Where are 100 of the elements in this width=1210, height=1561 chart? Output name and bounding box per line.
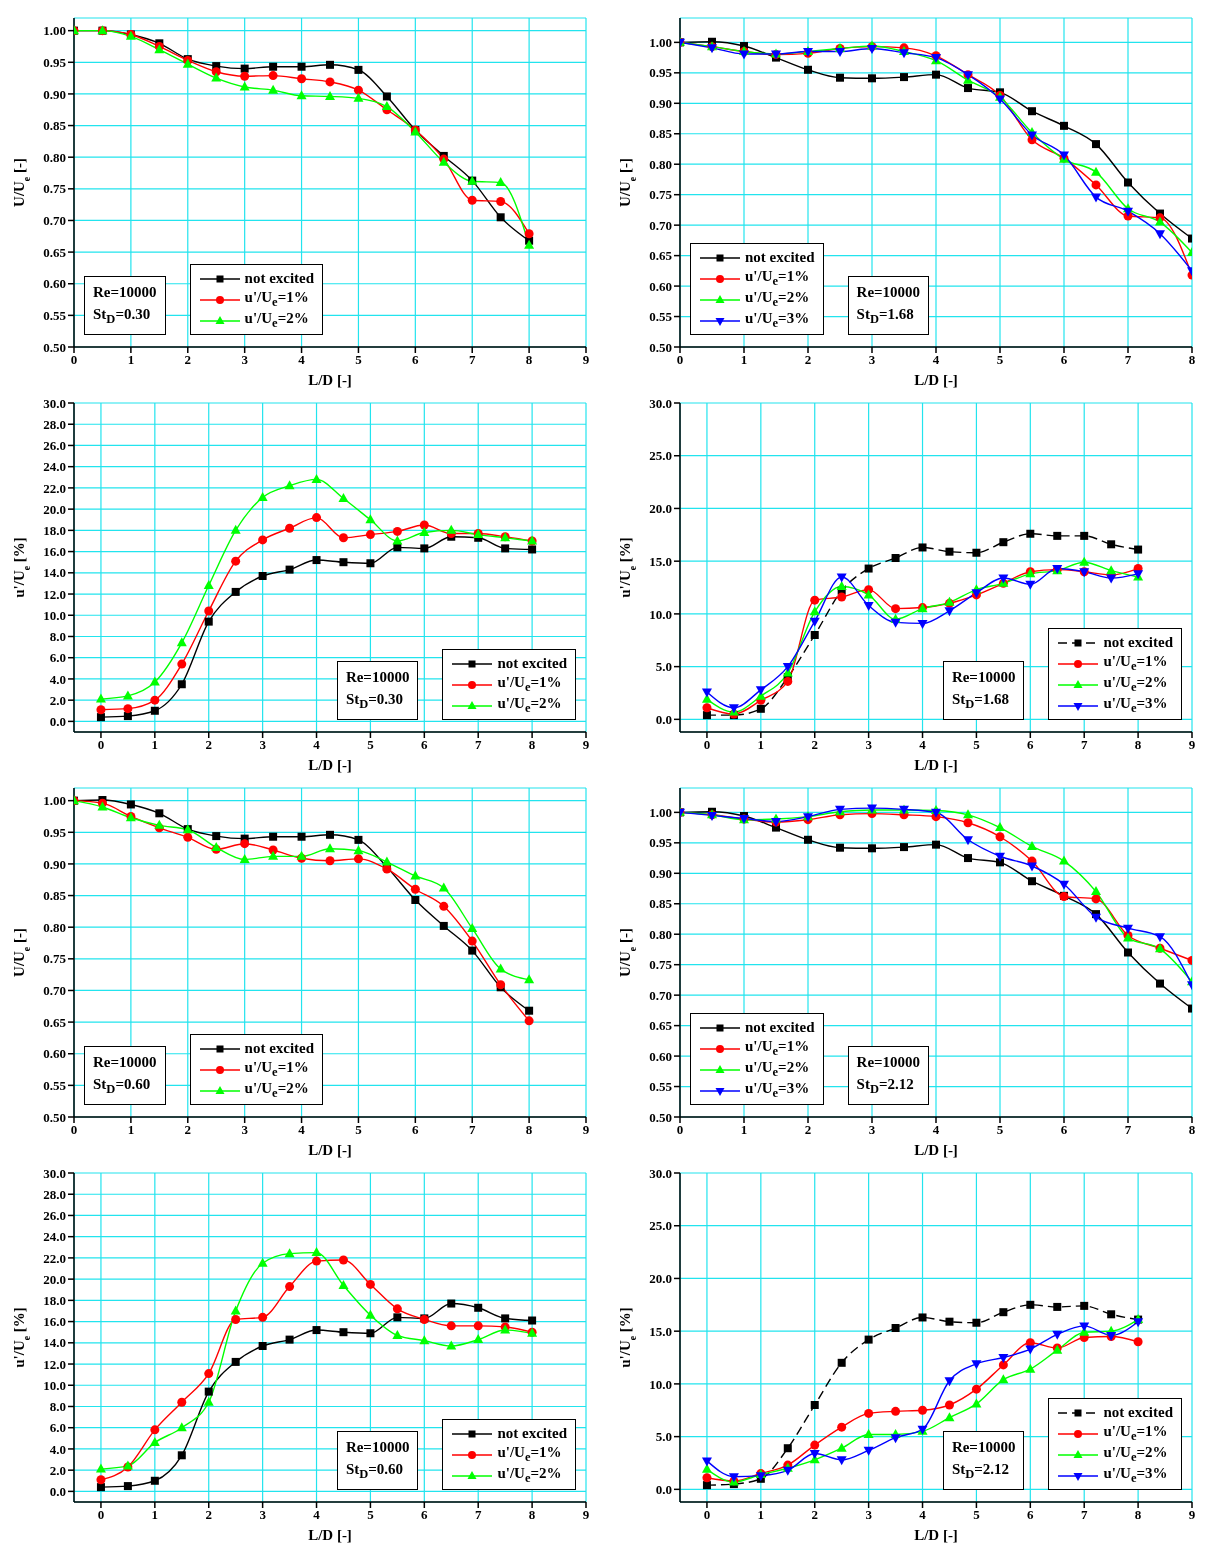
y-tick-label: 25.0 [649, 1218, 672, 1234]
annotation: Re=10000 [951, 1438, 1016, 1457]
x-tick-label: 8 [525, 1122, 533, 1138]
annotation: St$_{D}$=0.60 [345, 1460, 405, 1483]
x-tick-label: 3 [868, 352, 876, 368]
annotation: Re=10000 [93, 1053, 157, 1072]
y-tick-label: 0.80 [649, 156, 672, 172]
y-tick-label: 0.95 [649, 65, 673, 81]
x-tick-label: 6 [1027, 1507, 1035, 1523]
x-tick-label: 5 [996, 352, 1004, 368]
y-tick-label: 6.0 [49, 650, 66, 666]
x-tick-label: 0 [70, 1122, 78, 1138]
x-tick-label: 6 [1060, 352, 1068, 368]
y-tick-label: 0.70 [649, 987, 672, 1003]
y-tick-label: 20.0 [649, 1271, 672, 1287]
y-tick-label: 15.0 [649, 1323, 672, 1339]
y-tick-label: 0.80 [649, 926, 672, 942]
y-tick-label: 30.0 [649, 1165, 672, 1181]
x-tick-label: 6 [412, 1122, 420, 1138]
y-tick-label: 12.0 [43, 1356, 66, 1372]
x-tick-label: 4 [932, 1122, 940, 1138]
y-tick-label: 4.0 [49, 671, 66, 687]
x-tick-label: 0 [70, 352, 78, 368]
x-tick-label: 6 [1027, 737, 1035, 753]
x-tick-label: 8 [528, 737, 536, 753]
x-tick-label: 0 [703, 1507, 711, 1523]
x-tick-label: 8 [525, 352, 533, 368]
x-tick-label: 9 [1188, 1507, 1196, 1523]
legend-label: u'/U$_{e}$=1% [1103, 653, 1168, 674]
x-tick-label: 1 [757, 737, 765, 753]
y-tick-label: 0.55 [43, 1077, 67, 1093]
x-tick-label: 2 [811, 1507, 818, 1523]
y-tick-label: 0.55 [649, 309, 673, 325]
x-tick-label: 2 [804, 1122, 812, 1138]
x-tick-label: 7 [1124, 1122, 1132, 1138]
y-tick-label: 8.0 [49, 1399, 66, 1415]
y-tick-label: 0.70 [649, 217, 672, 233]
y-tick-label: 4.0 [49, 1441, 66, 1457]
y-tick-label: 0.75 [43, 951, 67, 967]
x-tick-label: 7 [474, 737, 482, 753]
y-tick-label: 1.00 [43, 793, 66, 809]
y-tick-label: 0.70 [43, 983, 66, 999]
x-axis-title: L/D [-] [914, 1142, 958, 1158]
x-tick-label: 1 [127, 1122, 135, 1138]
y-tick-label: 0.90 [649, 865, 672, 881]
x-tick-label: 0 [97, 1507, 105, 1523]
y-tick-label: 0.50 [43, 339, 66, 355]
x-tick-label: 3 [241, 1122, 249, 1138]
x-tick-label: 9 [582, 352, 590, 368]
y-tick-label: 0.90 [43, 856, 66, 872]
annotation: Re=10000 [951, 668, 1016, 687]
x-tick-label: 9 [582, 1122, 590, 1138]
y-tick-label: 26.0 [43, 438, 66, 454]
x-axis-title: L/D [-] [308, 1527, 352, 1543]
x-tick-label: 7 [468, 352, 476, 368]
legend-label: u'/U$_{e}$=3% [1103, 1465, 1168, 1486]
x-tick-label: 7 [468, 1122, 476, 1138]
y-tick-label: 24.0 [43, 1229, 66, 1245]
y-tick-label: 18.0 [43, 522, 66, 538]
y-tick-label: 10.0 [43, 607, 66, 623]
x-tick-label: 4 [932, 352, 940, 368]
x-tick-label: 8 [1134, 737, 1142, 753]
y-tick-label: 10.0 [43, 1377, 66, 1393]
y-tick-label: 16.0 [43, 1314, 66, 1330]
x-tick-label: 8 [528, 1507, 536, 1523]
y-tick-label: 22.0 [43, 480, 66, 496]
y-tick-label: 6.0 [49, 1420, 66, 1436]
x-tick-label: 9 [582, 737, 590, 753]
y-tick-label: 14.0 [43, 1335, 66, 1351]
x-tick-label: 2 [184, 352, 192, 368]
annotation: Re=10000 [856, 283, 921, 302]
y-tick-label: 20.0 [649, 501, 672, 517]
x-tick-label: 0 [703, 737, 711, 753]
legend-label: u'/U$_{e}$=1% [244, 289, 309, 310]
y-tick-label: 0.75 [43, 181, 67, 197]
y-tick-label: 0.65 [43, 1014, 67, 1030]
legend-label: u'/U$_{e}$=2% [244, 1080, 309, 1101]
y-tick-label: 0.60 [43, 1046, 66, 1062]
legend-label: not excited [745, 249, 815, 266]
y-tick-label: 0.50 [43, 1109, 66, 1125]
x-tick-label: 5 [973, 1507, 981, 1523]
y-tick-label: 0.65 [43, 244, 67, 260]
legend-label: u'/U$_{e}$=1% [497, 1444, 562, 1465]
x-tick-label: 1 [127, 352, 135, 368]
x-tick-label: 3 [865, 737, 873, 753]
y-tick-label: 0.85 [649, 896, 673, 912]
y-tick-label: 20.0 [43, 501, 66, 517]
y-tick-label: 26.0 [43, 1208, 66, 1224]
legend-label: u'/U$_{e}$=1% [497, 674, 562, 695]
annotation: Re=10000 [856, 1053, 921, 1072]
x-tick-label: 6 [421, 737, 429, 753]
x-tick-label: 2 [811, 737, 818, 753]
y-tick-label: 1.00 [43, 23, 66, 39]
legend-label: u'/U$_{e}$=2% [1103, 674, 1168, 695]
x-tick-label: 7 [1080, 737, 1088, 753]
x-tick-label: 1 [151, 1507, 159, 1523]
annotation: St$_{D}$=0.60 [93, 1075, 152, 1098]
y-tick-label: 25.0 [649, 448, 672, 464]
y-tick-label: 1.00 [649, 804, 672, 820]
x-tick-label: 5 [355, 352, 363, 368]
